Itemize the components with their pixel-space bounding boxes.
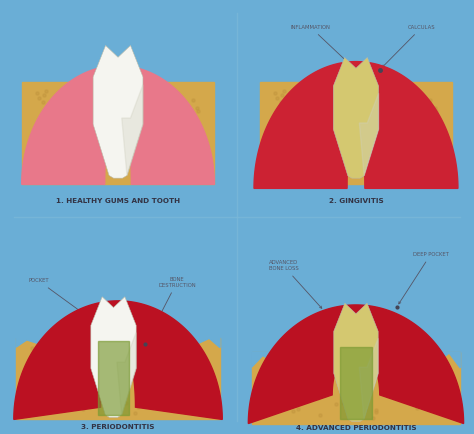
Polygon shape <box>252 352 460 368</box>
Polygon shape <box>98 341 129 415</box>
Text: DEEP POCKET: DEEP POCKET <box>399 252 449 304</box>
Polygon shape <box>14 301 222 419</box>
Text: CALCULAS: CALCULAS <box>383 25 436 67</box>
Polygon shape <box>340 347 372 419</box>
Polygon shape <box>22 82 214 184</box>
Text: 4. ADVANCED PERIODONTITIS: 4. ADVANCED PERIODONTITIS <box>296 424 416 431</box>
Polygon shape <box>359 93 379 176</box>
Polygon shape <box>254 62 458 188</box>
Polygon shape <box>22 66 214 184</box>
Text: 1. HEALTHY GUMS AND TOOTH: 1. HEALTHY GUMS AND TOOTH <box>56 198 180 204</box>
Text: 2. GINGIVITIS: 2. GINGIVITIS <box>328 198 383 204</box>
Polygon shape <box>16 338 220 419</box>
Polygon shape <box>359 339 378 419</box>
Polygon shape <box>334 303 378 421</box>
Text: 3. PERIODONTITIS: 3. PERIODONTITIS <box>81 424 155 430</box>
Polygon shape <box>16 338 220 348</box>
Text: ADVANCED
BONE LOSS: ADVANCED BONE LOSS <box>269 260 322 308</box>
Polygon shape <box>248 305 464 424</box>
Polygon shape <box>117 332 136 415</box>
Text: INFLAMMATION: INFLAMMATION <box>291 25 346 61</box>
Polygon shape <box>91 297 136 418</box>
Polygon shape <box>93 46 143 178</box>
Polygon shape <box>260 82 452 184</box>
Polygon shape <box>333 57 379 178</box>
Text: POCKET: POCKET <box>28 279 86 315</box>
Polygon shape <box>122 85 143 175</box>
Polygon shape <box>252 352 460 424</box>
Text: BONE
DESTRUCTION: BONE DESTRUCTION <box>147 277 196 341</box>
